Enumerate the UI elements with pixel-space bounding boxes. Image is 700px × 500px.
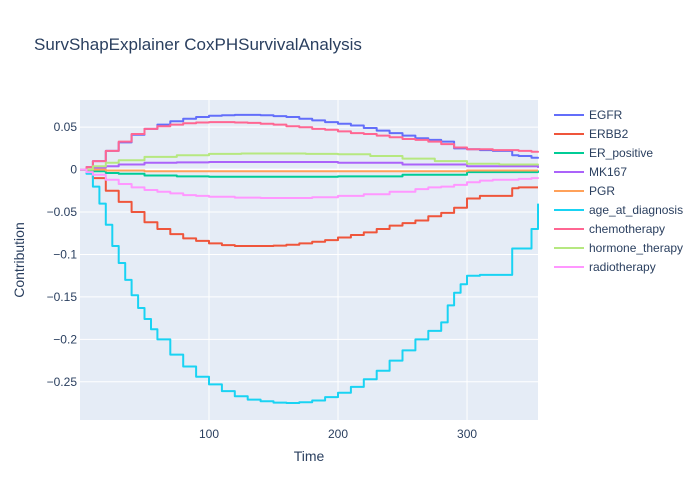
y-tick-label: −0.2 [53, 332, 77, 346]
legend-label: hormone_therapy [589, 241, 683, 255]
x-tick-label: 100 [199, 427, 219, 441]
legend-label: MK167 [589, 165, 627, 179]
x-ticks: 100 200 300 [199, 427, 477, 441]
legend-item-mk167[interactable]: MK167 [554, 165, 627, 179]
legend-label: EGFR [589, 108, 623, 122]
series-line-pgr [80, 168, 538, 173]
legend-label: ERBB2 [589, 127, 629, 141]
plot-area [80, 100, 538, 420]
grid [80, 100, 538, 420]
y-tick-label: −0.1 [53, 247, 77, 261]
legend-item-chemotherapy[interactable]: chemotherapy [554, 222, 665, 236]
y-axis-label: Contribution [11, 222, 27, 298]
x-axis-label: Time [294, 448, 325, 464]
legend-item-egfr[interactable]: EGFR [554, 108, 623, 122]
legend-item-er-positive[interactable]: ER_positive [554, 146, 653, 160]
legend-item-pgr[interactable]: PGR [554, 184, 615, 198]
legend-item-erbb2[interactable]: ERBB2 [554, 127, 629, 141]
legend-label: radiotherapy [589, 260, 656, 274]
legend-label: age_at_diagnosis [589, 203, 683, 217]
y-tick-label: −0.15 [47, 290, 78, 304]
series-line-hormone-therapy [80, 152, 539, 171]
series-line-chemotherapy [80, 121, 539, 171]
x-tick-label: 300 [457, 427, 477, 441]
legend-item-radiotherapy[interactable]: radiotherapy [554, 260, 656, 274]
legend-item-age-at-diagnosis[interactable]: age_at_diagnosis [554, 203, 683, 217]
series-lines [80, 113, 539, 404]
legend-label: PGR [589, 184, 615, 198]
legend-label: chemotherapy [589, 222, 665, 236]
legend-label: ER_positive [589, 146, 653, 160]
series-line-erbb2 [80, 168, 538, 247]
y-tick-label: 0 [70, 163, 77, 177]
y-tick-label: 0.05 [54, 120, 78, 134]
series-line-radiotherapy [80, 168, 539, 199]
y-tick-label: −0.05 [47, 205, 78, 219]
series-line-age-at-diagnosis [80, 168, 539, 404]
y-tick-label: −0.25 [47, 375, 78, 389]
chart-title: SurvShapExplainer CoxPHSurvivalAnalysis [34, 35, 362, 54]
x-tick-label: 200 [328, 427, 348, 441]
y-ticks: 0.05 0 −0.05 −0.1 −0.15 −0.2 −0.25 [47, 120, 78, 389]
legend-item-hormone-therapy[interactable]: hormone_therapy [554, 241, 683, 255]
legend: EGFR ERBB2 ER_positive MK167 PGR age_at_diagn… [554, 108, 683, 274]
